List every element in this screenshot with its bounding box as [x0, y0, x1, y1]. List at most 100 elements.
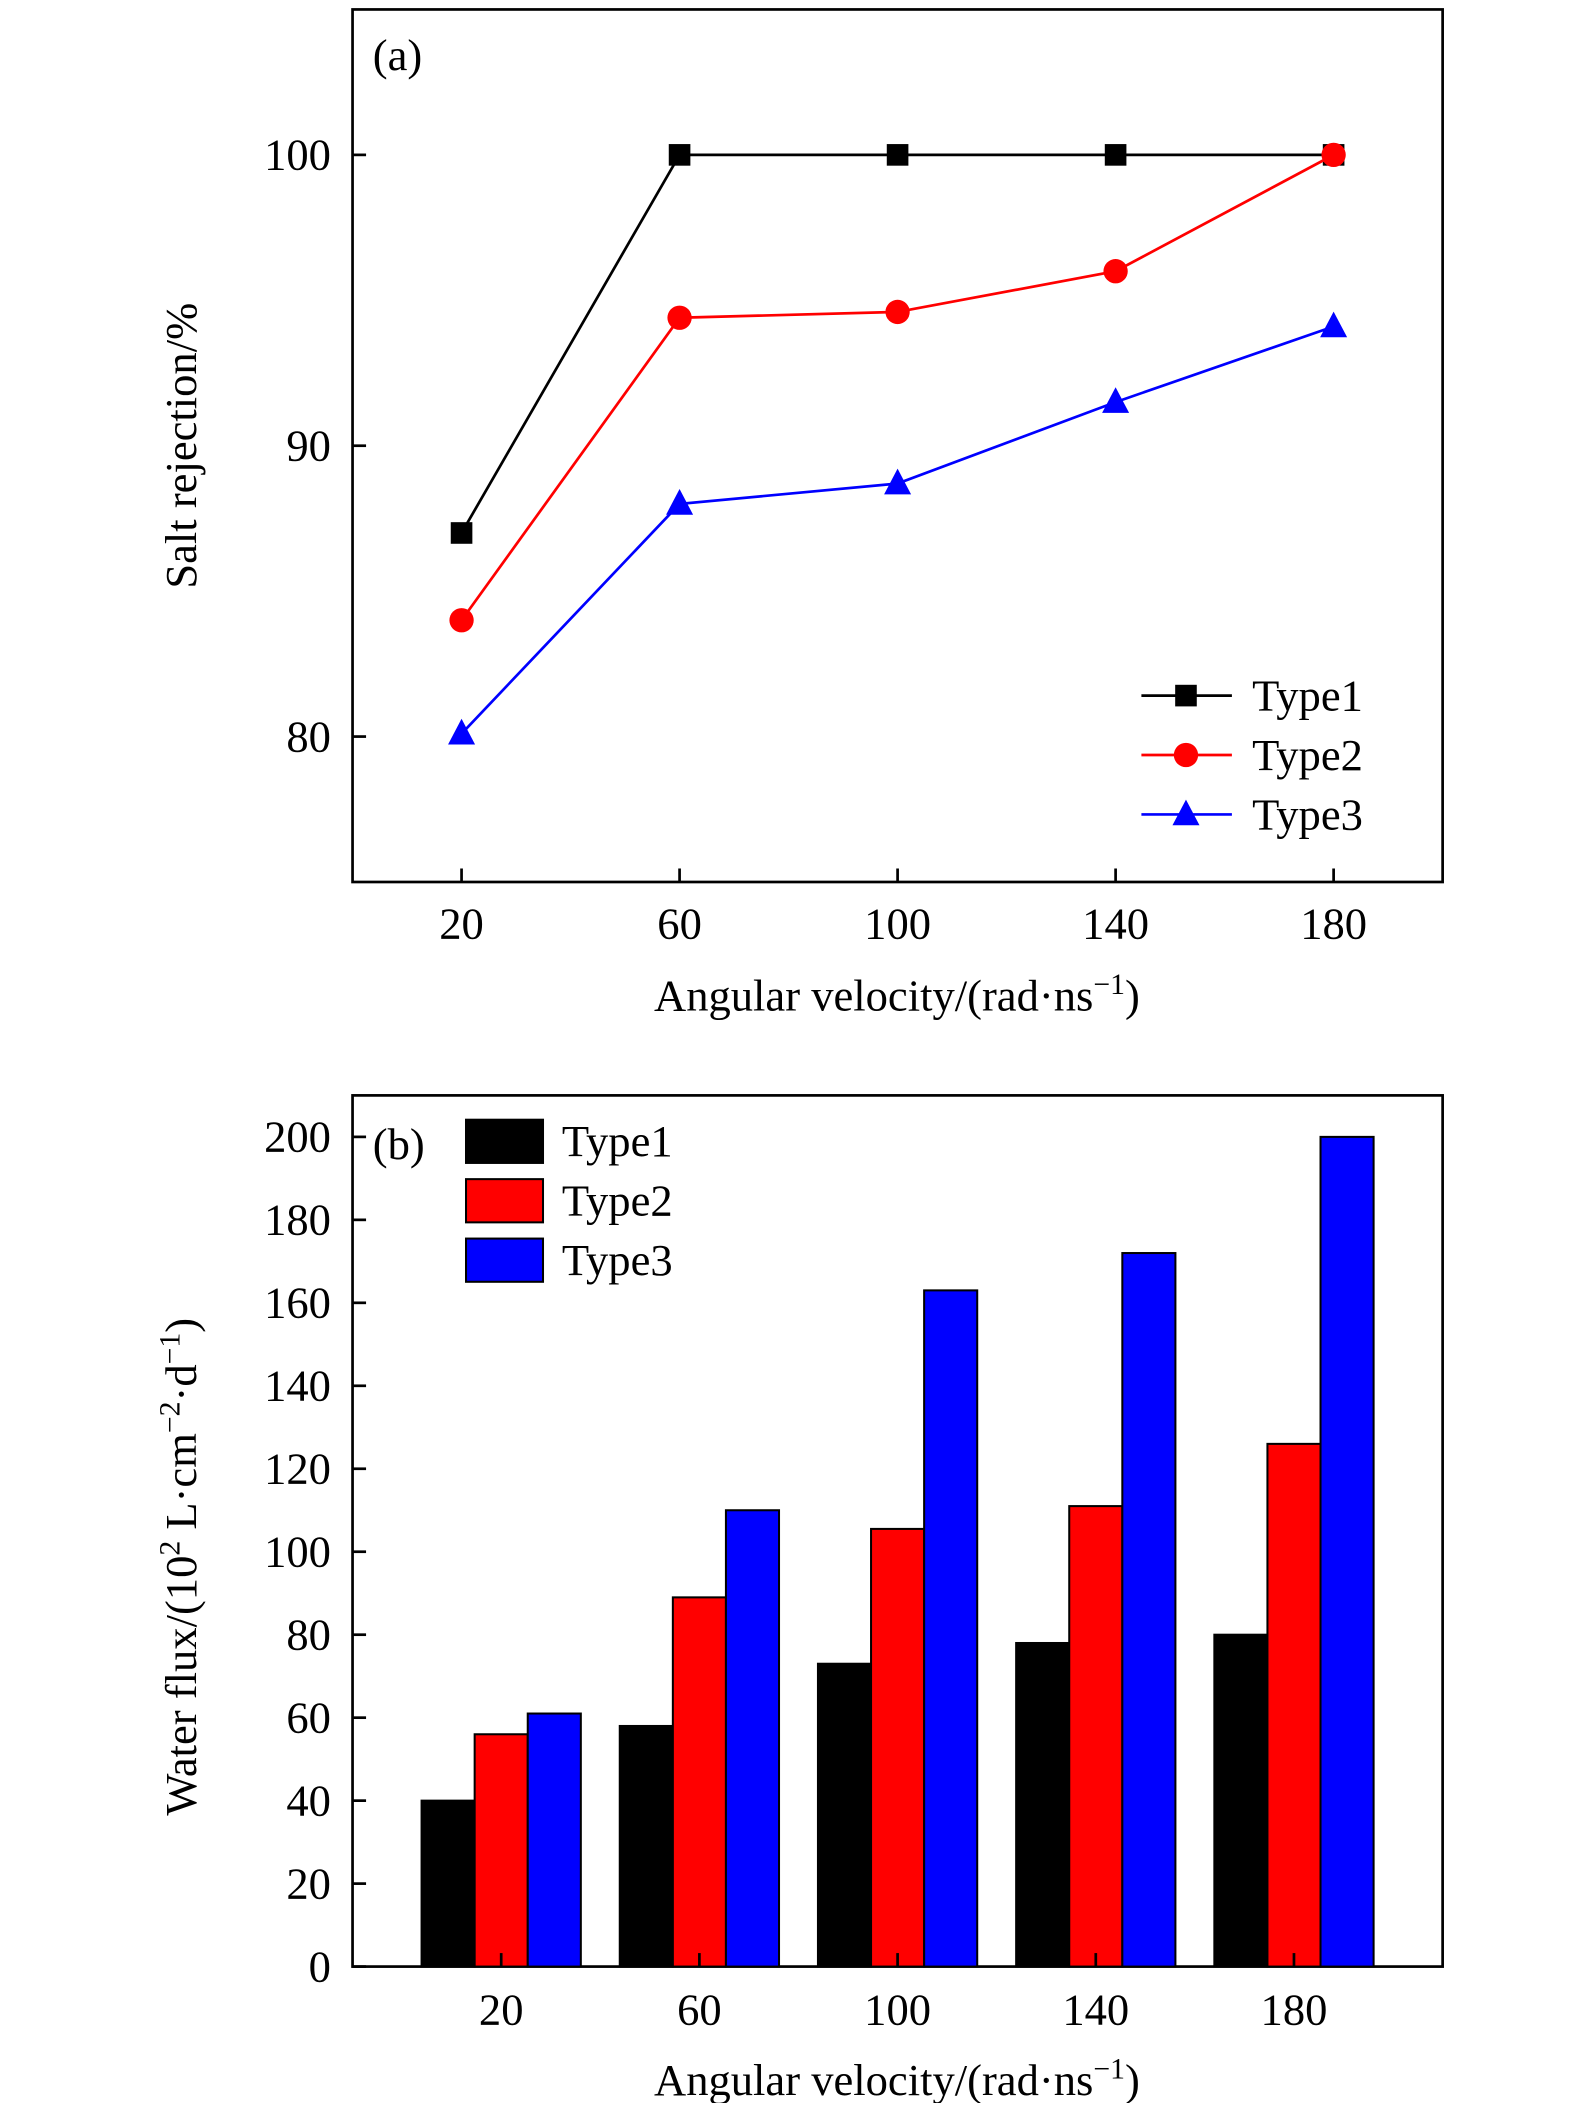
x-axis-label-superscript: −1: [1093, 2054, 1125, 2086]
bar: [1319, 1135, 1375, 1968]
y-axis-label-text: Water flux/(10: [156, 1556, 206, 1816]
legend-label: Type3: [562, 1235, 673, 1285]
legend-marker: [1172, 799, 1200, 826]
y-axis-label-superscript: −1: [155, 1333, 187, 1365]
y-axis-label-superscript: −2: [155, 1402, 187, 1434]
x-tick-label: 20: [479, 1985, 524, 2035]
y-tick-label: 100: [264, 130, 331, 180]
legend-swatch: [465, 1237, 545, 1283]
y-tick-label: 100: [264, 1527, 331, 1577]
y-tick-label: 40: [286, 1776, 331, 1826]
data-point: [1102, 387, 1130, 413]
x-tick-label: 60: [657, 899, 702, 949]
legend-label: Type2: [562, 1176, 673, 1226]
x-axis-label: Angular velocity/(rad·ns−1): [654, 2054, 1140, 2103]
y-tick-label: 0: [309, 1941, 331, 1991]
panel-label: (b): [373, 1119, 425, 1169]
y-tick-label: 80: [286, 1610, 331, 1660]
x-tick-label: 180: [1300, 899, 1367, 949]
series-type2: [473, 1442, 1322, 1968]
x-axis-label-end: ): [1125, 2055, 1140, 2103]
y-axis-label-superscript: 2: [155, 1541, 187, 1556]
legend-label: Type1: [1252, 670, 1363, 720]
y-tick-label: 20: [286, 1858, 331, 1908]
y-tick-label: 180: [264, 1195, 331, 1245]
legend-label: Type2: [1252, 730, 1363, 780]
x-axis-label-text: Angular velocity/(rad·ns: [654, 2055, 1093, 2103]
bar: [1266, 1442, 1322, 1968]
series-type3: [448, 311, 1348, 745]
legend-item-type3: Type3: [465, 1235, 673, 1285]
bar: [1015, 1641, 1071, 1968]
y-tick-label: 60: [286, 1693, 331, 1743]
x-tick-label: 100: [864, 899, 931, 949]
legend-item-type2: Type2: [465, 1176, 673, 1226]
x-axis-label-end: ): [1125, 970, 1140, 1020]
legend-item-type3: Type3: [1141, 789, 1363, 839]
legend-label: Type1: [562, 1116, 673, 1166]
bar: [724, 1509, 781, 1968]
data-point: [449, 608, 474, 633]
x-tick-label: 140: [1062, 1985, 1129, 2035]
data-point: [884, 468, 912, 495]
panel-label: (a): [373, 30, 422, 80]
legend-label: Type3: [1252, 789, 1363, 839]
y-axis-label: Water flux/(102 L·cm−2·d−1): [155, 1318, 206, 1816]
y-tick-label: 90: [286, 421, 331, 471]
bar: [420, 1799, 476, 1968]
x-tick-label: 140: [1082, 899, 1149, 949]
y-tick-label: 120: [264, 1444, 331, 1494]
data-point: [666, 489, 694, 515]
data-point: [448, 718, 476, 745]
series-line: [460, 153, 1335, 622]
y-tick-label: 200: [264, 1112, 331, 1162]
bar: [923, 1289, 979, 1968]
data-point: [1104, 144, 1127, 166]
data-point: [886, 144, 909, 166]
x-tick-label: 180: [1261, 1985, 1328, 2035]
y-axis-label-end: ): [156, 1318, 206, 1333]
x-axis-label-superscript: −1: [1093, 969, 1125, 1001]
legend-swatch: [465, 1118, 545, 1164]
legend-swatch: [465, 1178, 545, 1224]
panel-b-water-flux-chart: Type1 Type2 Type3 20 60 100 140 180 0 20 40 60 80 100…: [155, 1094, 1444, 2103]
y-axis-label-text: L·cm: [156, 1433, 206, 1541]
legend-item-type1: Type1: [465, 1116, 673, 1166]
bar: [671, 1596, 727, 1968]
y-axis-label: Salt rejection/%: [156, 303, 206, 589]
bar: [618, 1724, 674, 1968]
data-point: [1321, 142, 1346, 168]
bar: [526, 1712, 582, 1968]
legend-marker: [1175, 684, 1197, 707]
legend-marker: [1173, 742, 1199, 768]
data-point: [885, 299, 910, 325]
data-point: [667, 305, 692, 330]
bar: [473, 1733, 529, 1968]
y-tick-label: 140: [264, 1361, 331, 1411]
bar: [870, 1527, 926, 1968]
x-tick-label: 20: [439, 899, 484, 949]
panel-a-salt-rejection-chart: 20 60 100 140 180 80 90 100 (a) Angular velocity/…: [156, 8, 1444, 1020]
x-axis-label-text: Angular velocity/(rad·ns: [654, 970, 1093, 1020]
data-point: [668, 144, 691, 166]
legend-item-type1: Type1: [1141, 670, 1363, 720]
series-type3: [526, 1135, 1375, 1968]
y-tick-label: 80: [286, 711, 331, 761]
bar: [1121, 1252, 1177, 1968]
bar: [1213, 1633, 1269, 1968]
legend-item-type2: Type2: [1141, 730, 1363, 780]
x-tick-label: 100: [864, 1985, 931, 2035]
x-tick-label: 60: [677, 1985, 722, 2035]
data-point: [450, 522, 473, 544]
series-line: [460, 325, 1335, 735]
x-axis-label: Angular velocity/(rad·ns−1): [654, 969, 1140, 1020]
bar: [816, 1662, 873, 1968]
y-axis-label-text: ·d: [156, 1364, 206, 1401]
data-point: [1103, 259, 1128, 284]
data-point: [1320, 311, 1348, 338]
series-type2: [449, 142, 1346, 633]
bar: [1068, 1505, 1124, 1968]
series-type1: [420, 1633, 1269, 1968]
y-tick-label: 160: [264, 1278, 331, 1328]
